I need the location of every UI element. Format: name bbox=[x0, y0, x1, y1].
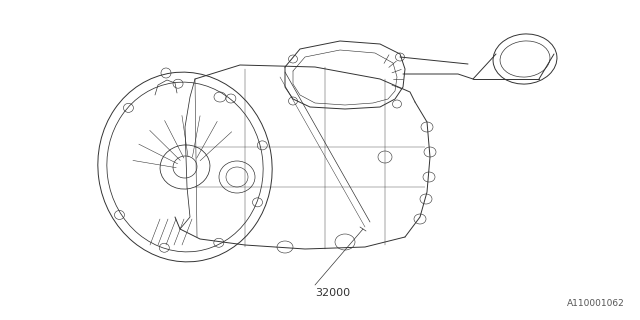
Text: 32000: 32000 bbox=[315, 288, 350, 298]
Text: A110001062: A110001062 bbox=[567, 299, 625, 308]
